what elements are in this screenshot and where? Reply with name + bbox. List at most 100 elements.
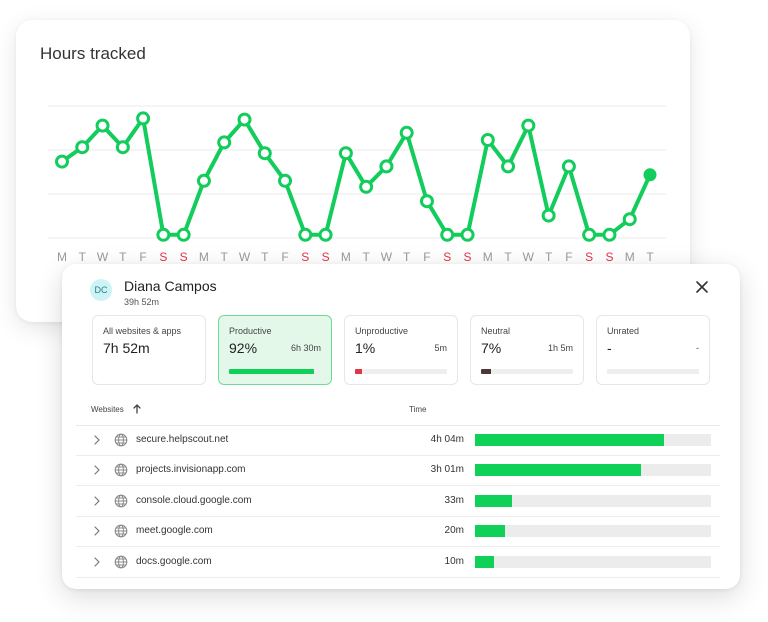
website-time: 4h 04m xyxy=(430,434,464,445)
data-point[interactable] xyxy=(379,159,394,174)
x-tick-label: W xyxy=(523,250,535,264)
stat-progress-fill xyxy=(229,369,314,374)
x-tick-label: T xyxy=(221,250,229,264)
table-row[interactable]: secure.helpscout.net 4h 04m xyxy=(76,425,720,456)
close-button[interactable] xyxy=(692,277,712,297)
data-point[interactable] xyxy=(257,146,272,161)
x-tick-label: S xyxy=(159,250,167,264)
chevron-right-icon[interactable] xyxy=(93,496,101,506)
column-header-time[interactable]: Time xyxy=(409,405,427,414)
stat-label: Unrated xyxy=(607,326,640,336)
website-time: 3h 01m xyxy=(430,464,464,476)
website-name: console.cloud.google.com xyxy=(136,494,252,506)
x-tick-label: S xyxy=(464,250,472,264)
website-name: projects.invisionapp.com xyxy=(136,464,246,476)
website-time: 20m xyxy=(444,525,464,537)
data-point[interactable] xyxy=(55,154,69,169)
data-point[interactable] xyxy=(602,227,617,242)
stat-value: 1% xyxy=(355,340,376,356)
x-tick-label: S xyxy=(443,250,451,264)
stat-card-unrated[interactable]: Unrated - - xyxy=(596,315,710,385)
data-point[interactable] xyxy=(359,179,374,194)
data-point[interactable] xyxy=(440,227,455,242)
x-tick-label: S xyxy=(322,250,330,264)
data-point[interactable] xyxy=(237,112,252,127)
table-row[interactable]: docs.google.com 10m xyxy=(76,547,720,578)
data-point[interactable] xyxy=(338,146,353,161)
time-bar-fill xyxy=(475,494,512,507)
data-point[interactable] xyxy=(298,227,313,242)
website-time: 33m xyxy=(444,494,464,506)
stat-value: 7% xyxy=(481,340,502,356)
x-tick-label: T xyxy=(646,250,654,264)
time-bar xyxy=(475,434,711,446)
stat-card-productive[interactable]: Productive 92% 6h 30m xyxy=(218,315,332,385)
table-row[interactable]: meet.google.com 20m xyxy=(76,516,720,548)
data-point[interactable] xyxy=(217,135,232,150)
x-tick-label: S xyxy=(180,250,188,264)
x-tick-label: M xyxy=(57,250,67,264)
data-point[interactable] xyxy=(541,208,556,223)
stat-progress-bar xyxy=(481,369,573,374)
stat-card-all-websites-apps[interactable]: All websites & apps 7h 52m xyxy=(92,315,206,385)
data-point[interactable] xyxy=(115,140,130,155)
stat-time: 1h 5m xyxy=(547,343,573,353)
data-point[interactable] xyxy=(582,227,597,242)
x-tick-label: T xyxy=(79,250,87,264)
chevron-right-icon[interactable] xyxy=(93,465,101,475)
data-point[interactable] xyxy=(278,173,293,188)
data-point[interactable] xyxy=(521,118,536,133)
data-point[interactable] xyxy=(643,168,657,182)
globe-icon xyxy=(114,524,128,538)
globe-icon xyxy=(114,555,128,568)
stat-card-unproductive[interactable]: Unproductive 1% 5m xyxy=(344,315,458,385)
stat-value: 7h 52m xyxy=(103,340,150,356)
data-point[interactable] xyxy=(460,227,475,242)
x-tick-label: T xyxy=(261,250,269,264)
stat-card-neutral[interactable]: Neutral 7% 1h 5m xyxy=(470,315,584,385)
time-bar xyxy=(475,494,711,507)
website-name: secure.helpscout.net xyxy=(136,434,229,445)
data-point[interactable] xyxy=(136,111,151,126)
close-icon xyxy=(696,281,708,293)
globe-icon xyxy=(114,433,128,447)
data-point[interactable] xyxy=(501,159,516,174)
x-tick-label: M xyxy=(625,250,635,264)
stat-progress-bar xyxy=(607,369,699,374)
data-point[interactable] xyxy=(75,140,90,155)
x-tick-label: T xyxy=(504,250,512,264)
data-point[interactable] xyxy=(196,173,211,188)
sort-arrow-up-icon[interactable] xyxy=(132,403,142,415)
table-row[interactable]: projects.invisionapp.com 3h 01m xyxy=(76,455,720,487)
time-bar-fill xyxy=(475,434,664,446)
data-point[interactable] xyxy=(480,133,495,147)
stat-progress-fill xyxy=(481,369,492,374)
chart-title: Hours tracked xyxy=(40,44,146,63)
x-tick-label: M xyxy=(199,250,209,264)
chevron-right-icon[interactable] xyxy=(93,526,101,536)
data-point[interactable] xyxy=(318,227,333,242)
data-point[interactable] xyxy=(399,125,414,140)
time-bar-fill xyxy=(475,525,505,538)
stat-time: - xyxy=(696,343,699,353)
user-name: Diana Campos xyxy=(124,278,217,294)
data-point[interactable] xyxy=(176,227,191,242)
x-tick-label: T xyxy=(119,250,127,264)
stat-value: - xyxy=(607,340,612,356)
chevron-right-icon[interactable] xyxy=(93,435,101,445)
table-row[interactable]: console.cloud.google.com 33m xyxy=(76,486,720,517)
website-time: 10m xyxy=(444,555,464,567)
x-tick-label: T xyxy=(545,250,553,264)
stat-progress-fill xyxy=(355,369,363,374)
column-header-websites[interactable]: Websites xyxy=(91,405,124,414)
x-tick-label: F xyxy=(423,250,430,264)
data-point[interactable] xyxy=(622,212,637,227)
data-point[interactable] xyxy=(419,194,434,209)
time-bar xyxy=(475,464,711,477)
data-point[interactable] xyxy=(561,159,576,174)
time-bar xyxy=(475,525,711,538)
website-name: meet.google.com xyxy=(136,525,213,537)
chevron-right-icon[interactable] xyxy=(93,556,101,567)
data-point[interactable] xyxy=(156,227,171,242)
data-point[interactable] xyxy=(95,118,110,133)
